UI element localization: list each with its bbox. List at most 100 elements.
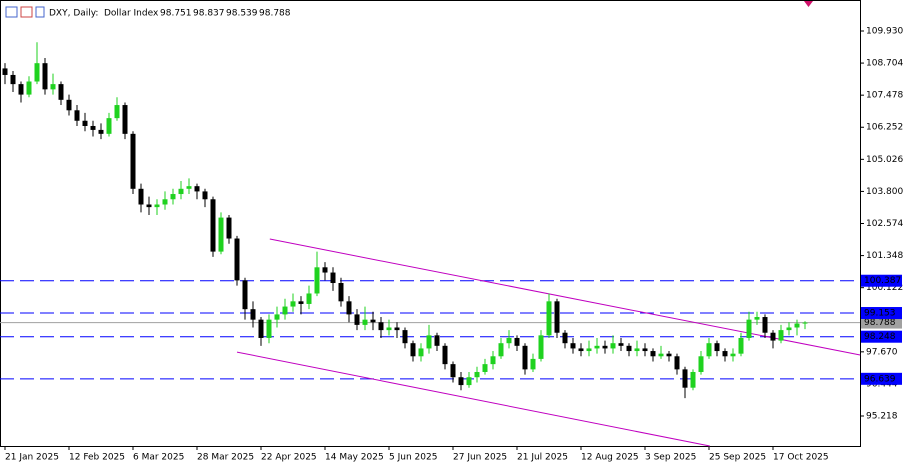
plot-frame [0, 0, 861, 447]
icon [35, 6, 45, 18]
candle-body [82, 120, 88, 126]
candle-body [730, 353, 736, 357]
header-icons [5, 6, 45, 18]
candle-body [354, 314, 360, 325]
candle-body [98, 129, 104, 134]
candle-body [586, 348, 592, 352]
y-tick-label: 103.800 [866, 187, 903, 197]
open-value: 98.751 [160, 9, 192, 19]
candle-body [442, 345, 448, 365]
candle-body [106, 118, 112, 134]
candle-body [426, 335, 432, 349]
candle-body [578, 348, 584, 352]
candle-body [666, 353, 672, 357]
close-value: 98.788 [259, 9, 291, 19]
candle-body [306, 293, 312, 304]
y-tick-label: 107.478 [866, 91, 903, 101]
candle-body [658, 353, 664, 357]
candle-body [674, 356, 680, 370]
x-tick-label: 12 Aug 2025 [581, 453, 639, 463]
y-tick-label: 95.218 [866, 412, 898, 422]
candle-body [466, 377, 472, 386]
candle-body [762, 317, 768, 333]
candle-body [618, 343, 624, 346]
icon [5, 6, 18, 18]
candle-body [146, 204, 152, 208]
candle-body [314, 267, 320, 294]
candle-body [722, 351, 728, 357]
candle-body [122, 105, 128, 134]
y-tick-label: 108.704 [866, 59, 903, 69]
candle-body [394, 327, 400, 331]
candle-body [474, 371, 480, 378]
last-price-label: 98.788 [864, 318, 896, 328]
candle-body [594, 345, 600, 349]
candle-body [250, 309, 256, 320]
candle-body [514, 337, 520, 346]
x-tick-label: 14 May 2025 [325, 453, 384, 463]
channel-line [236, 351, 710, 447]
last-price-box [861, 316, 902, 329]
x-tick-label: 12 Feb 2025 [69, 453, 125, 463]
candle-body [274, 314, 280, 320]
candle-body [18, 84, 24, 95]
candle-body [386, 327, 392, 331]
candle-body [330, 272, 336, 284]
candle-body [410, 343, 416, 357]
candle-body [714, 343, 720, 352]
candle-body [650, 351, 656, 357]
candle-body [266, 319, 272, 338]
candle-body [178, 188, 184, 195]
candle-body [194, 186, 200, 192]
high-value: 98.837 [193, 9, 225, 19]
candle-body [602, 345, 608, 349]
level-label: 99.153 [864, 309, 896, 319]
candle-body [802, 322, 808, 324]
candle-body [642, 348, 648, 352]
level-box [861, 274, 902, 287]
candle-body [210, 199, 216, 252]
shift-marker [804, 1, 813, 7]
candle-body [786, 327, 792, 331]
candle-body [698, 356, 704, 372]
candle-body [690, 371, 696, 388]
x-tick-label: 28 Mar 2025 [197, 453, 254, 463]
candle-body [610, 343, 616, 349]
candle-body [530, 358, 536, 370]
candle-body [570, 343, 576, 349]
candle-body [26, 81, 32, 95]
candle-body [554, 301, 560, 333]
candle-body [626, 345, 632, 352]
x-tick-label: 27 Jun 2025 [453, 453, 507, 463]
candle-body [282, 306, 288, 315]
candle-body [498, 343, 504, 357]
y-tick-label: 106.252 [866, 123, 903, 133]
candle-body [434, 335, 440, 346]
candle-body [562, 332, 568, 344]
candle-body [458, 377, 464, 386]
candle-body [778, 330, 784, 341]
candle-body [114, 105, 120, 119]
x-tick-label: 6 Mar 2025 [133, 453, 184, 463]
candle-body [794, 323, 800, 328]
x-tick-label: 21 Jan 2025 [5, 453, 59, 463]
candle-body [738, 337, 744, 354]
candle-body [218, 217, 224, 252]
candle-body [746, 319, 752, 338]
level-label: 96.639 [864, 374, 896, 384]
candle-body [10, 74, 16, 85]
channel-line [269, 238, 861, 356]
level-box [861, 330, 902, 343]
description: Dollar Index [104, 9, 159, 19]
candle-body [58, 84, 64, 100]
y-tick-label: 97.670 [866, 347, 898, 357]
candle-body [322, 267, 328, 273]
level-label: 100.387 [864, 276, 901, 286]
candle-body [418, 348, 424, 357]
low-value: 98.539 [226, 9, 258, 19]
candle-body [634, 348, 640, 352]
candle-body [202, 191, 208, 200]
candle-body [770, 332, 776, 341]
candle-body [706, 343, 712, 357]
